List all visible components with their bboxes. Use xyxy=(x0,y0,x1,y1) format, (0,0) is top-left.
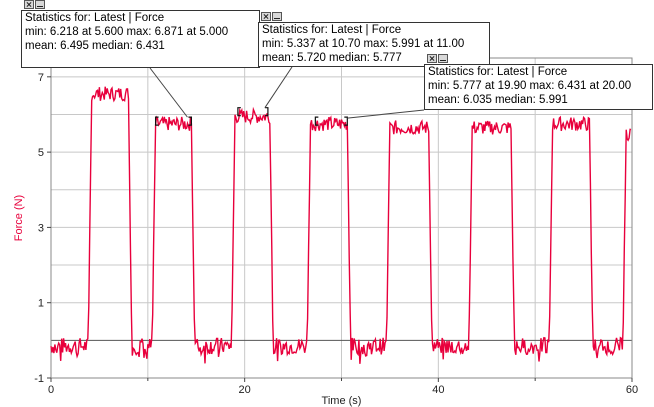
y-tick-label: 5 xyxy=(38,147,44,159)
stats-box-1[interactable]: Statistics for: Latest | Force min: 6.21… xyxy=(21,0,260,68)
grid-lines xyxy=(51,58,632,378)
selection-bracket-right xyxy=(264,107,269,117)
stats-title: Statistics for: Latest | Force xyxy=(25,12,165,24)
stats-box-1-controls xyxy=(24,0,45,11)
stats-box-2[interactable]: Statistics for: Latest | Force min: 5.33… xyxy=(258,12,490,67)
leader-line xyxy=(149,67,188,118)
y-tick-label: 3 xyxy=(38,222,44,234)
y-tick-label: -1 xyxy=(34,373,44,385)
leader-line xyxy=(264,66,293,108)
x-tick-label: 60 xyxy=(626,384,638,396)
stats-title: Statistics for: Latest | Force xyxy=(262,24,402,36)
stats-median: median: 5.991 xyxy=(494,94,568,106)
stats-max: max: 6.431 at 20.00 xyxy=(529,80,632,92)
stats-mean: mean: 6.035 xyxy=(428,94,492,106)
stats-min: min: 6.218 at 5.600 xyxy=(25,26,124,38)
y-tick-label: 1 xyxy=(38,298,44,310)
minimize-icon[interactable] xyxy=(35,0,45,9)
stats-title: Statistics for: Latest | Force xyxy=(428,66,568,78)
selection-bracket-left xyxy=(237,107,241,117)
stats-mean: mean: 5.720 xyxy=(262,52,326,64)
selection-brackets[interactable] xyxy=(154,107,348,126)
close-icon[interactable] xyxy=(24,0,34,9)
close-icon[interactable] xyxy=(261,12,271,21)
x-axis-title: Time (s) xyxy=(322,395,362,407)
stats-median: median: 5.777 xyxy=(328,52,402,64)
stats-box-3-controls xyxy=(427,54,448,65)
stats-mean: mean: 6.495 xyxy=(25,40,89,52)
y-tick-label: 7 xyxy=(38,72,44,84)
stats-median: median: 6.431 xyxy=(91,40,165,52)
x-tick-label: 0 xyxy=(48,384,54,396)
minimize-icon[interactable] xyxy=(438,54,448,63)
x-axis-ticks: 0 20 40 60 xyxy=(48,378,638,396)
leader-line xyxy=(347,109,425,119)
force-series-line xyxy=(50,86,632,364)
x-tick-label: 40 xyxy=(432,384,444,396)
selection-bracket-left xyxy=(154,116,159,126)
minimize-icon[interactable] xyxy=(272,12,282,21)
stats-min: min: 5.337 at 10.70 xyxy=(262,38,361,50)
selection-bracket-right xyxy=(344,116,348,126)
stats-max: max: 5.991 at 11.00 xyxy=(363,38,465,50)
stats-max: max: 6.871 at 5.000 xyxy=(126,26,229,38)
y-axis-title: Force (N) xyxy=(13,195,25,241)
force-series xyxy=(50,86,632,364)
close-icon[interactable] xyxy=(427,54,437,63)
x-tick-label: 20 xyxy=(239,384,251,396)
y-axis-ticks: -1 1 3 5 7 xyxy=(34,72,51,385)
stats-leader-lines xyxy=(149,66,425,119)
selection-bracket-right xyxy=(188,116,193,126)
stats-box-2-controls xyxy=(261,12,282,23)
stats-box-3[interactable]: Statistics for: Latest | Force min: 5.77… xyxy=(424,54,653,110)
stats-min: min: 5.777 at 19.90 xyxy=(428,80,527,92)
selection-bracket-left xyxy=(314,116,319,126)
